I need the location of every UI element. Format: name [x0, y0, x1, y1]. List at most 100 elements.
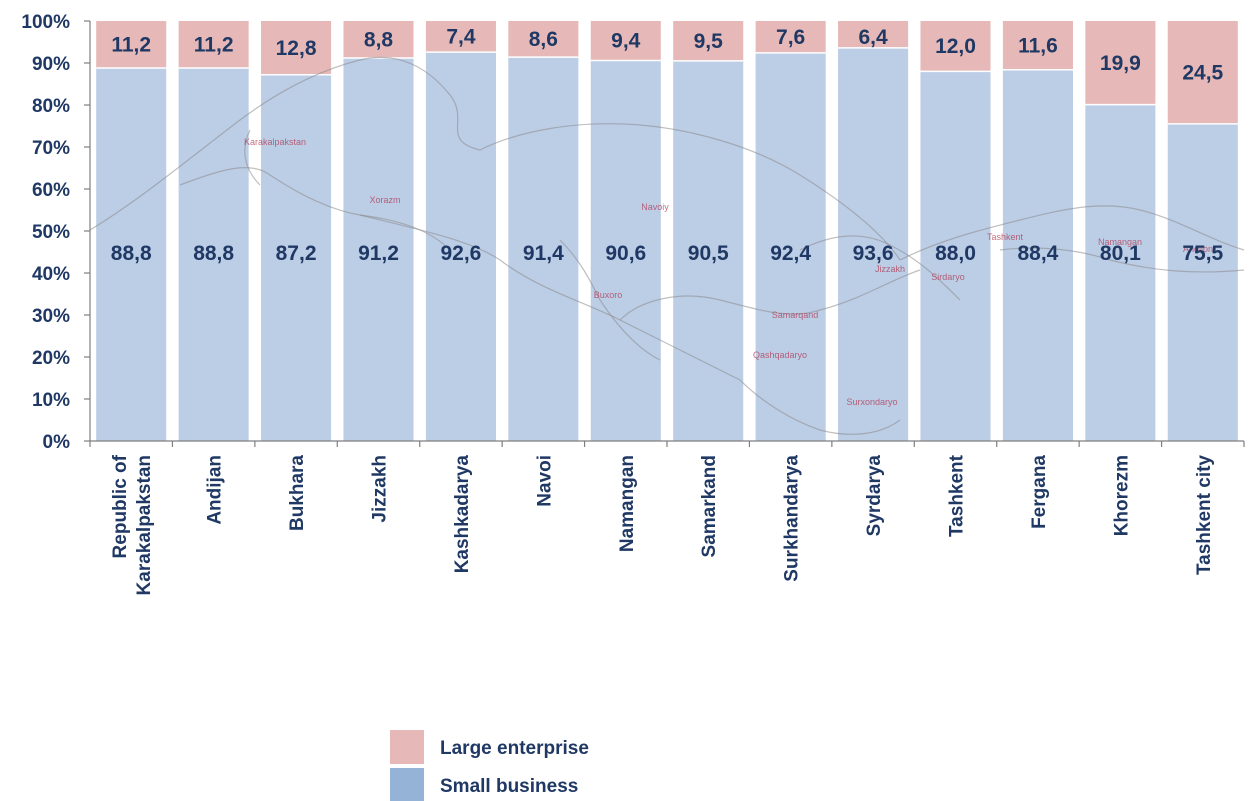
map-border-line [559, 239, 661, 361]
legend: Large enterprise Small business [390, 730, 589, 801]
map-region-label: Buxoro [594, 290, 623, 300]
data-label-large-enterprise: 24,5 [1182, 61, 1223, 84]
x-tick-label: Jizzakh [370, 455, 391, 523]
map-border-line [619, 269, 921, 321]
data-label-large-enterprise: 8,6 [529, 28, 558, 51]
bar-small-business [673, 60, 744, 442]
data-label-large-enterprise: 7,4 [446, 26, 476, 49]
map-border-line [359, 214, 741, 381]
data-label-small-business: 90,5 [688, 242, 729, 265]
bar-small-business [508, 57, 579, 442]
data-label-small-business: 92,4 [770, 242, 811, 265]
x-tick-label-line: Karakalpakstan [134, 455, 155, 595]
data-label-small-business: 88,0 [935, 242, 976, 265]
y-tick-label: 60% [32, 180, 70, 201]
map-region-label: Jizzakh [875, 264, 905, 274]
bar-large-enterprise [343, 21, 414, 58]
data-label-small-business: 91,4 [523, 242, 564, 265]
bar-small-business [1085, 104, 1156, 441]
x-tick-label: Tashkent city [1194, 455, 1215, 575]
bar-small-business [425, 52, 496, 441]
x-tick-label-line: Tashkent [947, 454, 968, 537]
y-tick-label: 50% [32, 222, 70, 243]
map-border-line [739, 379, 901, 435]
x-tick-label: Republic of Karakalpakstan [110, 454, 155, 595]
data-label-large-enterprise: 11,6 [1018, 34, 1058, 57]
data-label-large-enterprise: 8,8 [364, 28, 394, 51]
map-border-line [899, 205, 1245, 261]
bar-small-business [343, 57, 414, 442]
data-label-large-enterprise: 11,2 [111, 34, 151, 57]
data-label-small-business: 80,1 [1100, 242, 1141, 265]
bar-large-enterprise [1085, 21, 1156, 105]
map-region-label: Namangan [1098, 237, 1142, 247]
x-tick-label-line: Navoi [534, 455, 555, 507]
data-label-small-business: 91,2 [358, 242, 399, 265]
map-region-label: Surxondaryo [846, 397, 897, 407]
bar-large-enterprise [178, 21, 249, 69]
bar-large-enterprise [920, 21, 991, 72]
data-labels: 88,8 11,2 88,8 11,2 87,2 12,8 91,2 8,8 92,6 7,4 91… [111, 26, 1224, 265]
x-tick-label-line: Republic of [110, 454, 131, 558]
x-tick-label-line: Bukhara [287, 455, 308, 531]
map-border-line [479, 123, 901, 261]
data-label-small-business: 87,2 [276, 242, 317, 265]
map-border-line [799, 235, 961, 301]
data-label-large-enterprise: 11,2 [194, 34, 234, 57]
map-region-label: Qashqadaryo [753, 350, 807, 360]
map-region-label: Karakalpakstan [244, 137, 306, 147]
map-region-label: Sirdaryo [931, 272, 965, 282]
y-tick-label: 100% [21, 12, 70, 33]
legend-swatch [390, 768, 424, 801]
bars-layer [96, 21, 1238, 442]
bar-large-enterprise [838, 21, 909, 48]
map-border-line [89, 56, 481, 231]
bar-large-enterprise [755, 21, 826, 53]
y-tick-label: 70% [32, 138, 70, 159]
data-label-large-enterprise: 12,8 [276, 37, 317, 60]
data-label-small-business: 88,8 [193, 242, 234, 265]
data-label-small-business: 90,6 [605, 242, 646, 265]
map-border-line [179, 167, 451, 251]
data-label-large-enterprise: 9,4 [611, 30, 641, 53]
legend-swatch [390, 730, 424, 764]
y-tick-label: 10% [32, 390, 70, 411]
legend-label: Large enterprise [440, 738, 589, 759]
data-label-large-enterprise: 12,0 [935, 35, 976, 58]
x-tick-label: Bukhara [287, 455, 308, 531]
y-tick-label: 40% [32, 264, 70, 285]
axes: Republic of Karakalpakstan Andijan Bukhara J… [21, 12, 1245, 595]
x-tick-label: Samarkand [699, 455, 720, 557]
x-tick-label: Syrdarya [864, 455, 885, 537]
x-tick-label-line: Fergana [1029, 455, 1050, 529]
x-tick-label: Tashkent [947, 454, 968, 537]
data-label-large-enterprise: 6,4 [858, 26, 888, 49]
background-map: Karakalpakstan Xorazm Navoiy Buxoro Samarqan… [89, 56, 1245, 435]
bar-small-business [1167, 123, 1238, 442]
bar-small-business [178, 68, 249, 441]
data-label-large-enterprise: 7,6 [776, 26, 805, 49]
data-label-small-business: 88,4 [1017, 242, 1058, 265]
map-border-line [244, 129, 261, 186]
map-region-label: Xorazm [369, 195, 400, 205]
map-border-line [999, 247, 1245, 273]
map-region-label: Navoiy [641, 202, 669, 212]
bar-small-business [838, 47, 909, 441]
legend-label: Small business [440, 776, 578, 797]
x-tick-label: Namangan [617, 455, 638, 552]
bar-small-business [261, 74, 332, 441]
x-tick-label-line: Jizzakh [370, 455, 391, 523]
data-label-small-business: 92,6 [440, 242, 481, 265]
y-tick-label: 90% [32, 54, 70, 75]
data-label-small-business: 88,8 [111, 242, 152, 265]
bar-large-enterprise [425, 21, 496, 53]
x-tick-label: Kashkadarya [452, 455, 473, 574]
y-tick-label: 30% [32, 306, 70, 327]
bar-large-enterprise [1167, 21, 1238, 124]
bar-large-enterprise [590, 21, 661, 61]
data-label-small-business: 75,5 [1182, 242, 1223, 265]
x-tick-label-line: Tashkent city [1194, 455, 1215, 575]
x-tick-label-line: Andijan [205, 455, 226, 525]
